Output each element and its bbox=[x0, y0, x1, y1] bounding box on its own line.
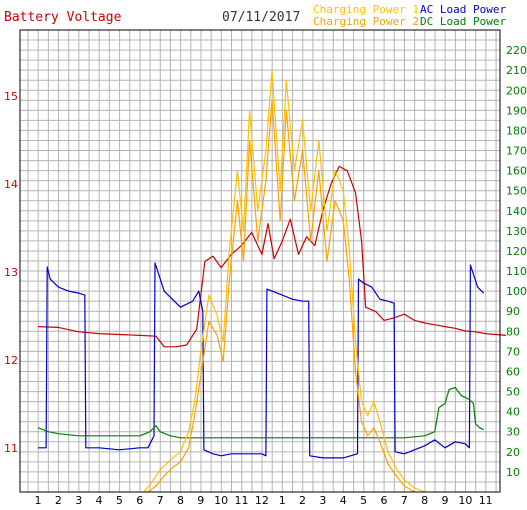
legend-charging-power-2: Charging Power 2 bbox=[313, 15, 419, 28]
right-tick-label: 70 bbox=[506, 345, 520, 358]
right-tick-label: 120 bbox=[506, 245, 527, 258]
right-tick-label: 130 bbox=[506, 225, 527, 238]
right-tick-label: 170 bbox=[506, 145, 527, 158]
series-line-battery-voltage bbox=[37, 165, 507, 348]
x-tick-label: 3 bbox=[75, 494, 82, 507]
legend-charging-power-1: Charging Power 1 bbox=[313, 3, 419, 16]
x-tick-label: 6 bbox=[380, 494, 387, 507]
left-tick-label: 14 bbox=[4, 178, 18, 191]
right-tick-label: 160 bbox=[506, 165, 527, 178]
right-tick-label: 140 bbox=[506, 205, 527, 218]
series-line-charging-power-2 bbox=[147, 99, 415, 493]
left-tick-label: 13 bbox=[4, 266, 18, 279]
right-tick-label: 200 bbox=[506, 84, 527, 97]
x-tick-label: 10 bbox=[214, 494, 228, 507]
series-line-dc-load-power bbox=[37, 386, 484, 439]
x-tick-label: 9 bbox=[442, 494, 449, 507]
x-tick-label: 1 bbox=[35, 494, 42, 507]
right-tick-label: 210 bbox=[506, 64, 527, 77]
x-tick-label: 3 bbox=[319, 494, 326, 507]
right-tick-label: 50 bbox=[506, 386, 520, 399]
x-tick-label: 2 bbox=[55, 494, 62, 507]
x-tick-label: 12 bbox=[255, 494, 269, 507]
right-tick-label: 220 bbox=[506, 44, 527, 57]
x-tick-label: 6 bbox=[136, 494, 143, 507]
series-layer bbox=[37, 69, 507, 493]
x-tick-label: 10 bbox=[458, 494, 472, 507]
series-line-ac-load-power bbox=[38, 262, 485, 459]
right-tick-label: 30 bbox=[506, 426, 520, 439]
x-tick-label: 8 bbox=[421, 494, 428, 507]
right-tick-label: 190 bbox=[506, 104, 527, 117]
x-tick-label: 7 bbox=[401, 494, 408, 507]
plot-frame bbox=[19, 29, 501, 493]
series-line-charging-power-1 bbox=[143, 69, 425, 493]
x-tick-label: 1 bbox=[279, 494, 286, 507]
x-tick-label: 8 bbox=[177, 494, 184, 507]
left-tick-label: 12 bbox=[4, 354, 18, 367]
x-tick-label: 2 bbox=[299, 494, 306, 507]
battery-voltage-title: Battery Voltage bbox=[4, 10, 122, 25]
date-label: 07/11/2017 bbox=[222, 10, 301, 25]
right-tick-label: 90 bbox=[506, 305, 520, 318]
right-tick-label: 80 bbox=[506, 325, 520, 338]
x-tick-label: 5 bbox=[116, 494, 123, 507]
legend-ac-load-power: AC Load Power bbox=[420, 3, 507, 16]
right-tick-label: 110 bbox=[506, 265, 527, 278]
x-tick-label: 4 bbox=[96, 494, 103, 507]
axis-labels: 1 2 3 4 5 6 7 8 9 10 11 12 1 2 3 4 5 6 7 8 9 10 11111213141510… bbox=[4, 44, 527, 507]
x-tick-label: 7 bbox=[157, 494, 164, 507]
right-tick-label: 60 bbox=[506, 365, 520, 378]
x-tick-label: 11 bbox=[235, 494, 249, 507]
x-tick-label: 5 bbox=[360, 494, 367, 507]
x-tick-label: 9 bbox=[197, 494, 204, 507]
right-tick-label: 180 bbox=[506, 124, 527, 137]
right-tick-label: 20 bbox=[506, 446, 520, 459]
right-tick-label: 10 bbox=[506, 466, 520, 479]
right-tick-label: 100 bbox=[506, 285, 527, 298]
x-tick-label: 4 bbox=[340, 494, 347, 507]
right-tick-label: 150 bbox=[506, 185, 527, 198]
right-tick-label: 40 bbox=[506, 406, 520, 419]
left-tick-label: 15 bbox=[4, 90, 18, 103]
legend-dc-load-power: DC Load Power bbox=[420, 15, 507, 28]
left-tick-label: 11 bbox=[4, 442, 18, 455]
x-tick-label: 11 bbox=[479, 494, 493, 507]
